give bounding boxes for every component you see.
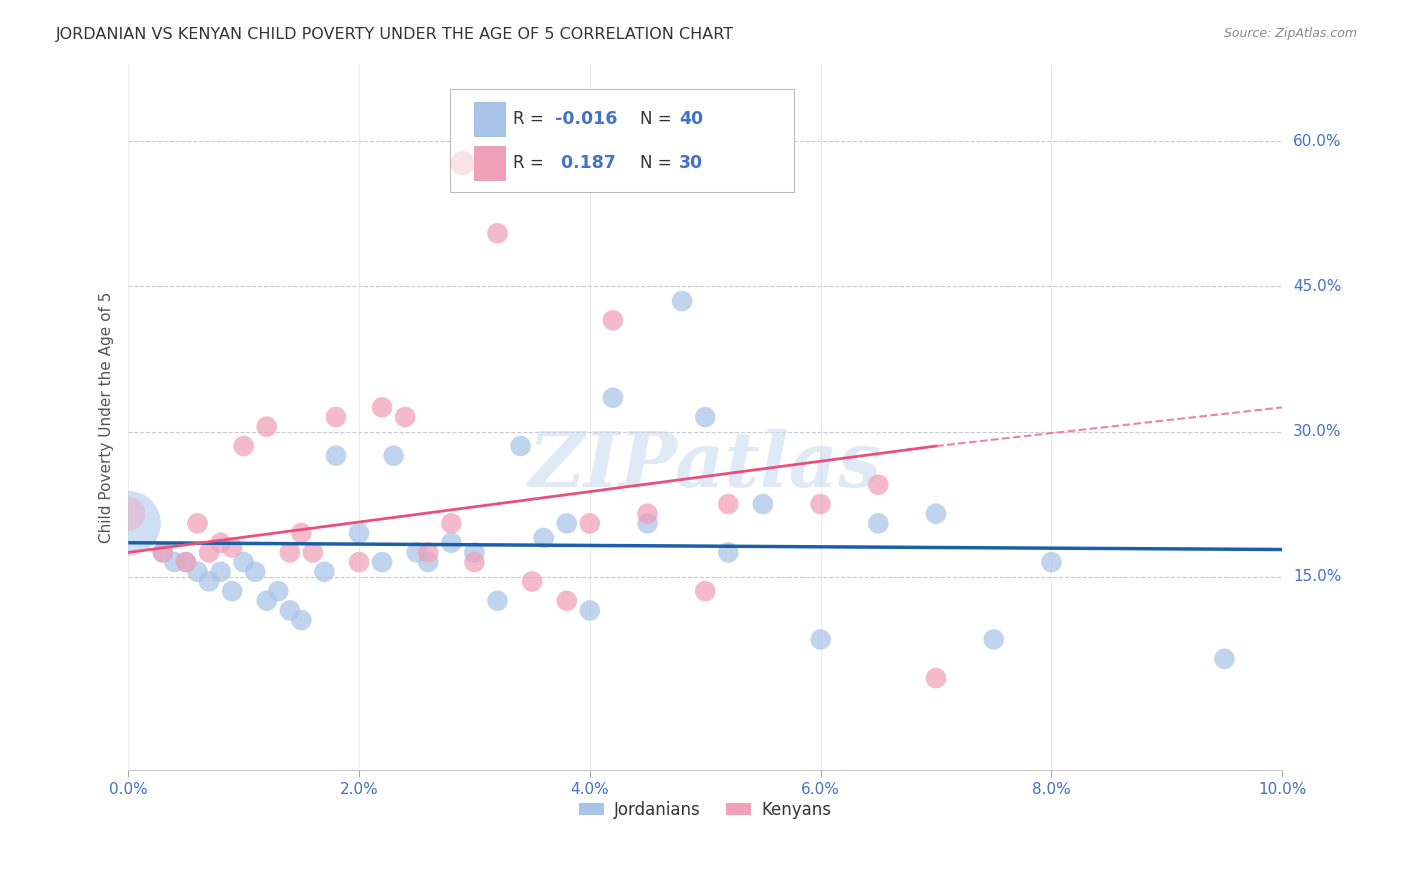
Point bbox=[186, 565, 208, 579]
Point bbox=[602, 313, 624, 327]
Text: N =: N = bbox=[640, 110, 671, 128]
Point bbox=[221, 584, 243, 599]
Point bbox=[186, 516, 208, 531]
Point bbox=[232, 555, 254, 569]
Point bbox=[347, 555, 370, 569]
Point bbox=[868, 516, 890, 531]
Text: 30: 30 bbox=[679, 154, 703, 172]
Text: 40: 40 bbox=[679, 110, 703, 128]
Point bbox=[198, 574, 221, 589]
Point bbox=[221, 541, 243, 555]
Point bbox=[256, 594, 278, 608]
Text: 30.0%: 30.0% bbox=[1294, 424, 1341, 439]
Point bbox=[117, 516, 139, 531]
Text: R =: R = bbox=[513, 154, 544, 172]
Point bbox=[174, 555, 197, 569]
Point bbox=[290, 613, 312, 627]
Point bbox=[371, 555, 394, 569]
Point bbox=[152, 545, 174, 559]
Text: Source: ZipAtlas.com: Source: ZipAtlas.com bbox=[1223, 27, 1357, 40]
Point bbox=[555, 516, 578, 531]
Text: N =: N = bbox=[640, 154, 671, 172]
Legend: Jordanians, Kenyans: Jordanians, Kenyans bbox=[572, 794, 838, 825]
Point bbox=[486, 227, 509, 241]
Point bbox=[440, 535, 463, 549]
Point bbox=[302, 545, 325, 559]
Point bbox=[371, 401, 394, 415]
Point bbox=[509, 439, 531, 453]
Text: R =: R = bbox=[513, 110, 544, 128]
Text: 15.0%: 15.0% bbox=[1294, 569, 1341, 584]
Text: -0.016: -0.016 bbox=[555, 110, 617, 128]
Point bbox=[163, 555, 186, 569]
Point bbox=[579, 603, 602, 617]
Point bbox=[533, 531, 555, 545]
Point bbox=[868, 477, 890, 491]
Point bbox=[463, 555, 485, 569]
Point bbox=[637, 516, 659, 531]
Point bbox=[232, 439, 254, 453]
Point bbox=[243, 565, 266, 579]
Point bbox=[671, 293, 693, 308]
Point bbox=[925, 671, 948, 685]
Point bbox=[695, 584, 717, 599]
Point bbox=[382, 449, 405, 463]
Point bbox=[486, 594, 509, 608]
Point bbox=[347, 526, 370, 541]
Point bbox=[463, 545, 485, 559]
Point bbox=[152, 545, 174, 559]
Text: 45.0%: 45.0% bbox=[1294, 279, 1341, 294]
Point bbox=[752, 497, 775, 511]
Point bbox=[579, 516, 602, 531]
Point bbox=[1213, 652, 1236, 666]
Point bbox=[405, 545, 427, 559]
Point bbox=[278, 603, 301, 617]
Point bbox=[925, 507, 948, 521]
Point bbox=[717, 545, 740, 559]
Point bbox=[983, 632, 1005, 647]
Point bbox=[637, 507, 659, 521]
Point bbox=[174, 555, 197, 569]
Text: ZIPatlas: ZIPatlas bbox=[529, 429, 882, 503]
Point bbox=[278, 545, 301, 559]
Point bbox=[602, 391, 624, 405]
Point bbox=[418, 555, 440, 569]
Point bbox=[418, 545, 440, 559]
Point bbox=[394, 410, 416, 425]
Point bbox=[1040, 555, 1063, 569]
Point bbox=[520, 574, 543, 589]
Point bbox=[451, 156, 474, 170]
Point bbox=[198, 545, 221, 559]
Text: JORDANIAN VS KENYAN CHILD POVERTY UNDER THE AGE OF 5 CORRELATION CHART: JORDANIAN VS KENYAN CHILD POVERTY UNDER … bbox=[56, 27, 734, 42]
Point bbox=[209, 535, 232, 549]
Point bbox=[717, 497, 740, 511]
Point bbox=[325, 449, 347, 463]
Point bbox=[555, 594, 578, 608]
Point bbox=[695, 410, 717, 425]
Point bbox=[314, 565, 336, 579]
Point bbox=[290, 526, 312, 541]
Point bbox=[209, 565, 232, 579]
Point bbox=[440, 516, 463, 531]
Point bbox=[325, 410, 347, 425]
Point bbox=[267, 584, 290, 599]
Text: 0.187: 0.187 bbox=[555, 154, 616, 172]
Text: 60.0%: 60.0% bbox=[1294, 134, 1341, 149]
Point bbox=[810, 497, 832, 511]
Point bbox=[256, 419, 278, 434]
Point bbox=[117, 507, 139, 521]
Point bbox=[810, 632, 832, 647]
Y-axis label: Child Poverty Under the Age of 5: Child Poverty Under the Age of 5 bbox=[100, 292, 114, 542]
